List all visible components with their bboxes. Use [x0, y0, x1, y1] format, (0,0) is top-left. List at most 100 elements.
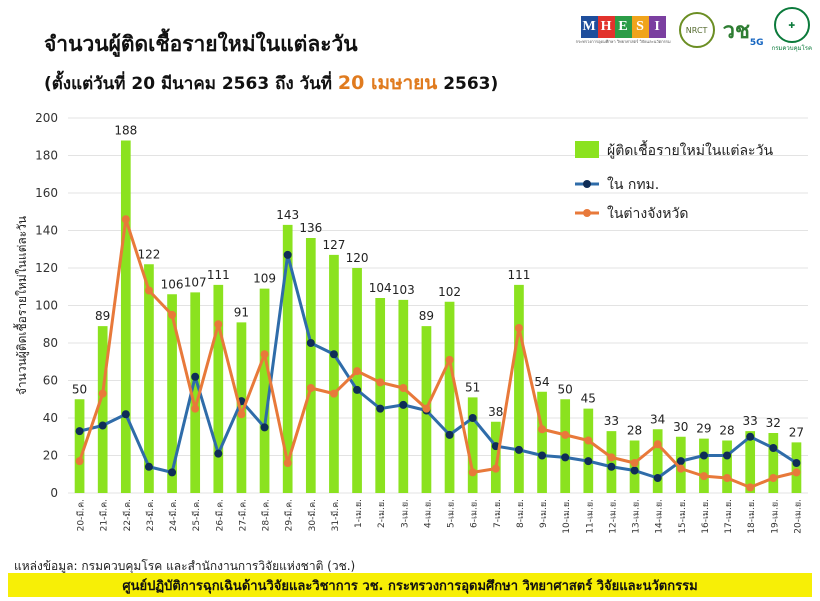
x-tick-label: 25-มี.ค.: [191, 499, 202, 531]
bar: [375, 298, 386, 493]
x-tick-label: 20-เม.ย.: [793, 499, 803, 534]
bar-value-label: 51: [465, 380, 480, 394]
provinces-point: [237, 410, 246, 419]
provinces-point: [769, 474, 778, 482]
provinces-point: [699, 472, 708, 481]
mhesi-letter: S: [631, 15, 649, 38]
bar: [97, 326, 108, 493]
bar-value-label: 54: [534, 375, 549, 389]
bkk-point: [399, 400, 408, 409]
provinces-point: [653, 440, 662, 449]
bkk-point: [376, 404, 385, 413]
bar: [236, 322, 247, 493]
x-tick-label: 20-มี.ค.: [76, 499, 87, 531]
bar: [167, 294, 177, 493]
provinces-point: [538, 425, 547, 434]
bar-value-label: 27: [789, 425, 804, 439]
y-axis-label: จำนวนผู้ติดเชื้อรายใหม่ในแต่ละวัน: [13, 216, 30, 395]
subtitle-prefix: (ตั้งแต่วันที่ 20 มีนาคม 2563 ถึง วันที่: [44, 74, 338, 94]
provinces-point: [283, 459, 292, 467]
bar-value-label: 91: [234, 305, 249, 319]
nrct-label: NRCT: [685, 25, 708, 35]
x-tick-label: 18-เม.ย.: [747, 499, 757, 534]
bar-value-label: 111: [507, 268, 530, 282]
bar: [652, 429, 663, 493]
bar: [768, 433, 779, 493]
bkk-point: [445, 430, 454, 439]
provinces-point: [746, 483, 755, 492]
legend-bar-swatch: [575, 141, 599, 158]
bar-value-label: 50: [558, 382, 573, 396]
vch-label: วช: [722, 18, 750, 44]
bar-value-label: 106: [161, 277, 184, 291]
bar-value-label: 33: [743, 414, 758, 428]
x-tick-label: 29-มี.ค.: [284, 499, 295, 531]
footer-text: ศูนย์ปฏิบัติการฉุกเฉินด้านวิจัยและวิชากา…: [122, 578, 698, 594]
provinces-point: [168, 310, 177, 319]
x-tick-label: 11-เม.ย.: [585, 499, 595, 534]
bar: [282, 224, 293, 493]
provinces-point: [98, 389, 107, 398]
y-tick-label: 180: [35, 149, 58, 163]
source-note: แหล่งข้อมูล: กรมควบคุมโรค และสำนักงานการ…: [14, 559, 356, 573]
bar: [791, 442, 802, 493]
bkk-point: [561, 453, 570, 462]
provinces-point: [792, 468, 801, 477]
legend-label: ใน กทม.: [607, 176, 659, 193]
bar-value-label: 34: [650, 412, 665, 426]
bar: [699, 438, 709, 493]
x-tick-label: 1-เม.ย.: [354, 499, 364, 528]
footer-banner: ศูนย์ปฏิบัติการฉุกเฉินด้านวิจัยและวิชากา…: [8, 573, 812, 597]
y-tick-label: 40: [43, 411, 58, 425]
mhesi-letter: I: [648, 15, 666, 38]
provinces-point: [329, 389, 338, 398]
mhesi-caption: กระทรวงการอุดมศึกษา วิทยาศาสตร์ วิจัยและ…: [575, 38, 671, 44]
provinces-point: [376, 378, 385, 387]
mhesi-letter: H: [597, 15, 615, 38]
bar-value-label: 120: [346, 251, 369, 265]
bar: [490, 421, 501, 493]
bar-value-label: 103: [392, 283, 415, 297]
bkk-point: [630, 466, 639, 475]
bar-value-label: 188: [114, 124, 137, 138]
x-tick-label: 23-มี.ค.: [145, 499, 156, 531]
x-tick-label: 12-เม.ย.: [608, 499, 618, 534]
provinces-point: [607, 453, 616, 462]
bkk-point: [168, 468, 177, 477]
x-tick-label: 17-เม.ย.: [724, 499, 734, 534]
x-tick-label: 4-เม.ย.: [423, 499, 433, 528]
bar-value-label: 109: [253, 272, 276, 286]
x-tick-label: 19-เม.ย.: [770, 499, 780, 534]
provinces-point: [445, 355, 454, 364]
bkk-point: [538, 451, 547, 460]
y-tick-label: 140: [35, 224, 58, 238]
x-tick-label: 13-เม.ย.: [632, 499, 642, 534]
bar-value-label: 50: [72, 382, 87, 396]
bkk-point: [723, 451, 732, 460]
legend-bkk-marker: [583, 180, 591, 188]
mhesi-letter: M: [580, 15, 598, 38]
bar: [745, 431, 756, 493]
x-tick-label: 24-มี.ค.: [168, 499, 179, 531]
bar-value-label: 111: [207, 268, 230, 282]
bar: [583, 408, 594, 493]
x-tick-label: 31-มี.ค.: [330, 499, 341, 531]
y-tick-label: 0: [50, 486, 58, 500]
bar: [259, 288, 270, 493]
bar-value-label: 89: [95, 309, 110, 323]
bar: [722, 440, 732, 493]
subtitle-suffix: 2563): [437, 74, 499, 94]
x-tick-label: 9-เม.ย.: [539, 499, 549, 528]
bar: [329, 254, 339, 493]
bar-value-label: 136: [299, 221, 322, 235]
bkk-point: [144, 462, 153, 471]
bar-value-label: 127: [322, 238, 345, 252]
bar: [537, 391, 547, 493]
provinces-point: [121, 215, 130, 224]
bkk-point: [769, 444, 778, 452]
x-tick-label: 6-เม.ย.: [470, 499, 480, 528]
bar-value-label: 102: [438, 285, 461, 299]
bar-value-label: 33: [604, 414, 619, 428]
